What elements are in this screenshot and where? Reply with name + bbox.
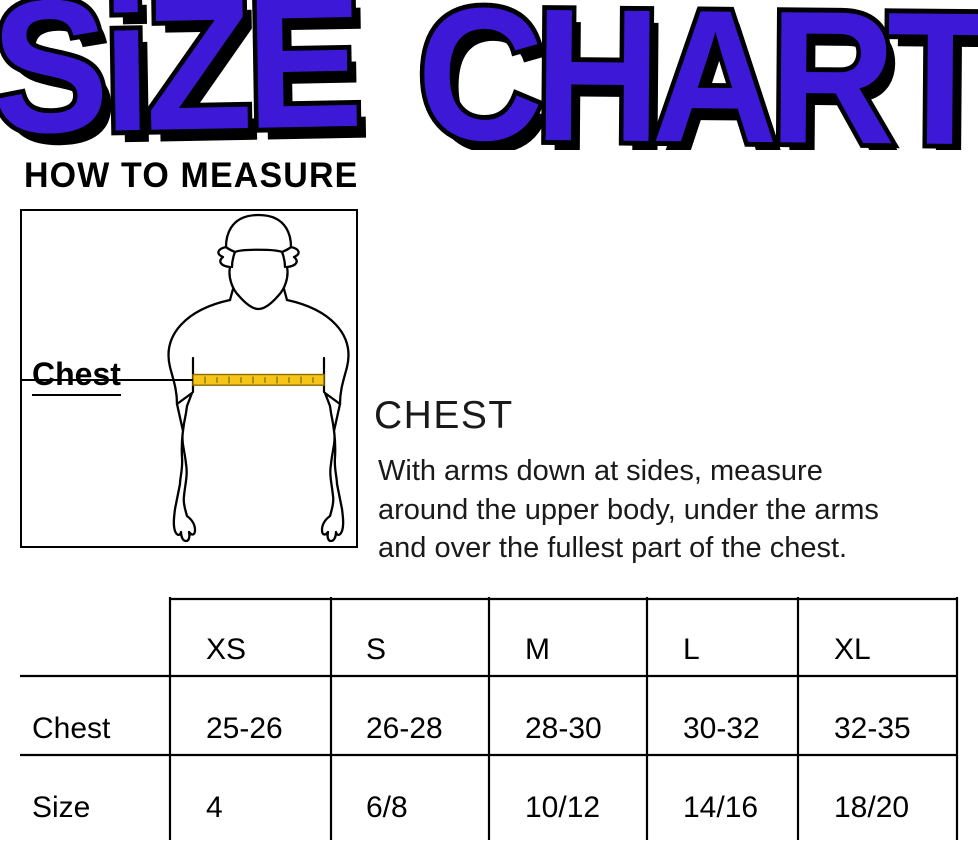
svg-text:L: L [683, 633, 700, 666]
svg-text:18/20: 18/20 [834, 791, 909, 824]
svg-text:Size: Size [32, 791, 90, 824]
svg-text:S: S [366, 633, 386, 666]
svg-text:6/8: 6/8 [366, 791, 408, 824]
svg-text:26-28: 26-28 [366, 712, 443, 745]
svg-text:10/12: 10/12 [525, 791, 600, 824]
svg-text:4: 4 [206, 791, 223, 824]
svg-text:25-26: 25-26 [206, 712, 283, 745]
svg-text:XL: XL [834, 633, 871, 666]
svg-text:14/16: 14/16 [683, 791, 758, 824]
svg-text:XS: XS [206, 633, 246, 666]
svg-text:32-35: 32-35 [834, 712, 911, 745]
svg-text:Chest: Chest [32, 712, 111, 745]
svg-text:28-30: 28-30 [525, 712, 602, 745]
svg-text:30-32: 30-32 [683, 712, 760, 745]
svg-text:M: M [525, 633, 550, 666]
